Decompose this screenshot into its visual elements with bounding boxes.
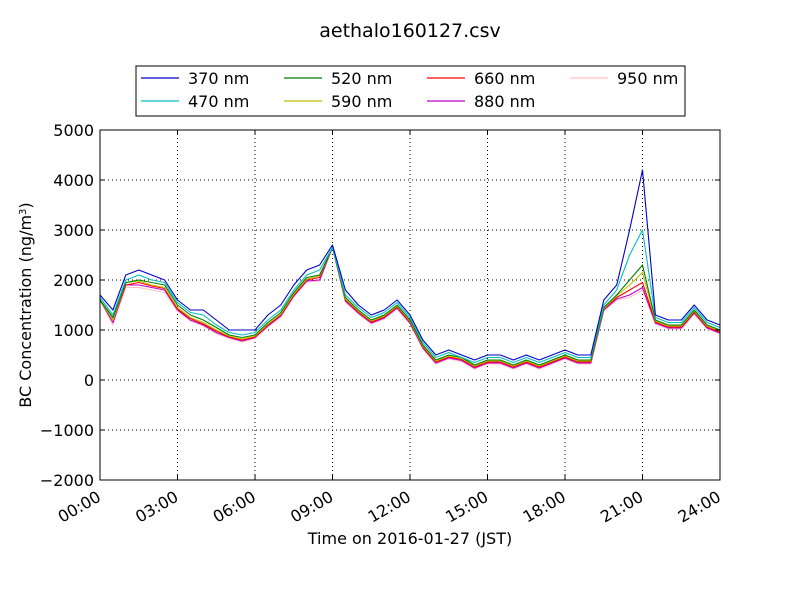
y-axis-title-main: BC Concentration (ng/m <box>16 215 35 408</box>
series-line-520-nm <box>99 246 721 366</box>
y-tick-label: 1000 <box>53 321 94 340</box>
legend-label: 520 nm <box>331 69 392 88</box>
x-tick-label: 00:00 <box>55 487 104 527</box>
legend-label: 590 nm <box>331 92 392 111</box>
y-tick-label: −2000 <box>40 471 94 490</box>
grid-lines <box>100 130 720 480</box>
x-tick-label: 18:00 <box>520 487 569 527</box>
series-line-880-nm <box>99 246 721 369</box>
series-line-660-nm <box>99 246 721 368</box>
y-axis-title-sup: 3 <box>18 209 29 215</box>
y-tick-label: 3000 <box>53 221 94 240</box>
axis-ticks: −2000 −1000 0 1000 2000 3000 4000 5000 00:00 03:0… <box>40 121 724 527</box>
legend: 370 nm 470 nm 520 nm 590 nm 660 nm 880 nm 950 … <box>135 65 686 117</box>
x-tick-label: 21:00 <box>597 487 646 527</box>
x-tick-label: 03:00 <box>132 487 181 527</box>
x-tick-label: 09:00 <box>287 487 336 527</box>
legend-label: 950 nm <box>617 69 678 88</box>
x-tick-label: 06:00 <box>210 487 259 527</box>
legend-label: 880 nm <box>474 92 535 111</box>
y-tick-label: 4000 <box>53 171 94 190</box>
x-tick-label: 15:00 <box>442 487 491 527</box>
legend-label: 370 nm <box>188 69 249 88</box>
y-tick-label: −1000 <box>40 421 94 440</box>
legend-box <box>135 65 686 117</box>
series-line-470-nm <box>99 229 721 364</box>
legend-label: 470 nm <box>188 92 249 111</box>
legend-label: 660 nm <box>474 69 535 88</box>
x-tick-label: 12:00 <box>365 487 414 527</box>
y-tick-label: 5000 <box>53 121 94 140</box>
series-line-370-nm <box>99 169 721 361</box>
chart-title: aethalo160127.csv <box>319 20 501 42</box>
y-axis-title-close: ) <box>16 202 35 208</box>
y-tick-label: 0 <box>84 371 94 390</box>
x-axis-title: Time on 2016-01-27 (JST) <box>307 529 512 548</box>
y-tick-label: 2000 <box>53 271 94 290</box>
x-tick-label: 24:00 <box>675 487 724 527</box>
y-axis-title: BC Concentration (ng/m3) <box>16 202 35 407</box>
series-lines <box>99 169 721 370</box>
